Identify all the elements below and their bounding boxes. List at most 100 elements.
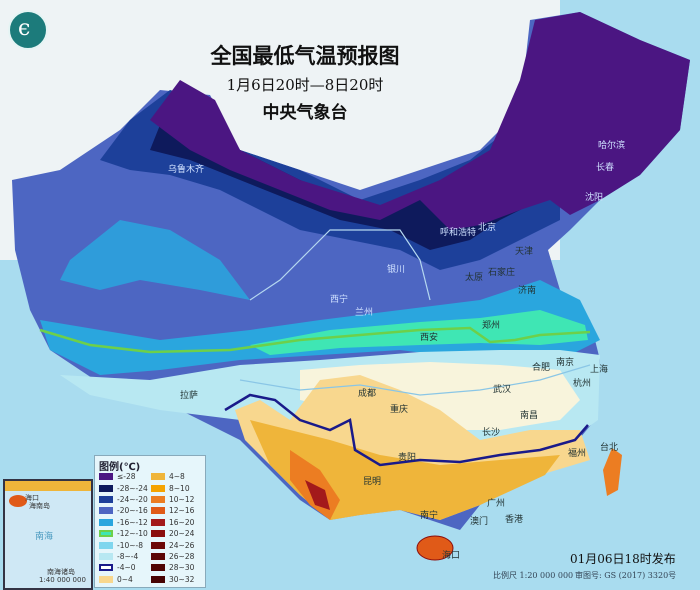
legend-item: -10~-8: [99, 539, 148, 550]
legend-swatch: [99, 518, 113, 526]
city-label: 郑州: [482, 321, 501, 331]
legend-swatch: [99, 541, 113, 549]
legend-item: -12~-10: [99, 528, 148, 539]
legend-item: -28~-24: [99, 482, 148, 493]
line-minus4-0: [224, 393, 589, 467]
legend-item: 28~30: [151, 562, 194, 573]
legend-swatch: [99, 530, 113, 538]
legend-label: 12~16: [169, 506, 195, 516]
legend-item: 30~32: [151, 574, 194, 585]
city-label: 西宁: [330, 295, 349, 305]
hainan-island: [416, 535, 454, 561]
legend-swatch: [151, 473, 165, 481]
legend: 图例(℃) ≤-28 -28~-24 -24~-20 -20~-16 -16~-12 -1…: [94, 455, 206, 588]
city-label: 银川: [387, 265, 406, 275]
legend-label: 10~12: [169, 494, 195, 504]
legend-item: 10~12: [151, 494, 194, 505]
legend-label: -16~-12: [117, 517, 148, 527]
city-label: 沈阳: [585, 193, 604, 203]
legend-swatch: [151, 495, 165, 503]
city-label: 贵阳: [398, 453, 417, 463]
legend-swatch: [151, 530, 165, 538]
legend-label: 20~24: [169, 529, 195, 539]
city-label: 武汉: [493, 385, 512, 395]
legend-swatch: [151, 541, 165, 549]
city-label: 南昌: [520, 411, 539, 421]
city-label: 太原: [465, 273, 484, 283]
city-label: 呼和浩特: [440, 228, 477, 238]
city-label: 济南: [518, 286, 537, 296]
legend-label: 24~26: [169, 540, 195, 550]
inset-islands: 南海诸岛: [47, 568, 75, 576]
inset-scale: 1:40 000 000: [39, 576, 86, 584]
legend-label: 8~10: [169, 483, 190, 493]
cma-logo-icon: ϵ: [8, 10, 48, 50]
legend-item: 24~26: [151, 539, 194, 550]
city-label: 广州: [487, 499, 506, 509]
city-label: 长沙: [482, 428, 501, 438]
inset-hainan: 海南岛: [29, 502, 50, 510]
city-label: 西安: [420, 333, 439, 343]
region-minus16-12-west: [60, 220, 250, 300]
city-label: 北京: [478, 223, 497, 233]
inset-haikou: 海口: [25, 494, 39, 502]
legend-label: -8~-4: [117, 551, 139, 561]
issue-time: 01月06日18时发布: [570, 552, 676, 566]
city-label: 澳门: [470, 517, 489, 527]
legend-swatch: [99, 552, 113, 560]
legend-swatch: [151, 507, 165, 515]
legend-swatch: [99, 473, 113, 481]
city-label: 长春: [596, 163, 615, 173]
legend-item: -4~0: [99, 562, 148, 573]
legend-item: -24~-20: [99, 494, 148, 505]
approval-number: 审图号: GS (2017) 3320号: [575, 571, 677, 580]
legend-swatch: [99, 495, 113, 503]
legend-label: -10~-8: [117, 540, 144, 550]
map-title: 全国最低气温预报图: [210, 43, 400, 68]
legend-item: 4~8: [151, 471, 194, 482]
legend-label: 16~20: [169, 517, 195, 527]
legend-item: ≤-28: [99, 471, 148, 482]
legend-swatch: [99, 564, 113, 572]
city-label: 石家庄: [488, 268, 516, 278]
yangtze-river: [239, 364, 591, 396]
legend-swatch: [151, 575, 165, 583]
south-china-sea-inset: 海口 海南岛 南海 南海诸岛 1:40 000 000: [3, 479, 93, 590]
legend-label: 28~30: [169, 563, 195, 573]
city-label: 天津: [515, 247, 534, 257]
city-label: 南京: [556, 358, 575, 368]
city-label: 香港: [505, 515, 524, 525]
legend-label: -28~-24: [117, 483, 148, 493]
legend-swatch: [151, 552, 165, 560]
region-12-16: [305, 480, 330, 510]
legend-swatch: [151, 564, 165, 572]
legend-item: -20~-16: [99, 505, 148, 516]
legend-item: -16~-12: [99, 517, 148, 528]
legend-label: 0~4: [117, 574, 133, 584]
city-label: 台北: [600, 443, 619, 453]
legend-label: ≤-28: [117, 472, 136, 482]
forecast-period: 1月6日20时—8日20时: [226, 76, 384, 94]
city-label: 杭州: [573, 379, 592, 389]
city-label: 成都: [358, 389, 377, 399]
inset-sea: 南海: [35, 532, 54, 542]
legend-label: -12~-10: [117, 529, 148, 539]
legend-item: 8~10: [151, 482, 194, 493]
city-label: 南宁: [420, 511, 439, 521]
legend-swatch: [99, 507, 113, 515]
legend-item: 26~28: [151, 551, 194, 562]
legend-swatch: [99, 484, 113, 492]
legend-item: 16~20: [151, 517, 194, 528]
legend-label: 4~8: [169, 472, 185, 482]
yellow-river: [249, 229, 431, 301]
region-below-28: [150, 12, 690, 230]
city-label: 重庆: [390, 405, 409, 415]
legend-swatch: [99, 575, 113, 583]
legend-title: 图例(℃): [99, 462, 141, 473]
taiwan-island: [603, 448, 622, 496]
city-label: 福州: [568, 449, 587, 459]
legend-label: -24~-20: [117, 494, 148, 504]
legend-swatch: [151, 518, 165, 526]
city-label: 海口: [442, 551, 461, 561]
